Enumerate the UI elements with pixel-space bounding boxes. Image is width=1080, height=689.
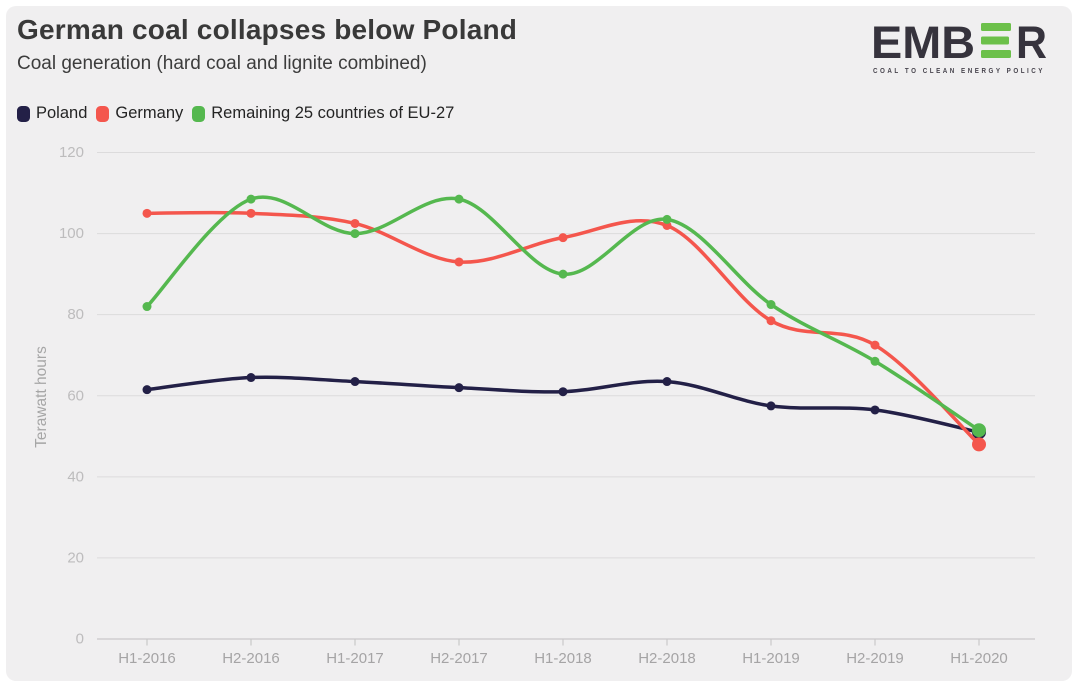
chart-card xyxy=(6,6,1072,681)
y-axis-title: Terawatt hours xyxy=(33,346,50,448)
series-dot-germany-h2-2016[interactable] xyxy=(246,208,256,218)
ember-logo-graphic: EMB R COAL TO CLEAN ENERGY POLICY xyxy=(871,17,1047,75)
series-dot-remaining-25-countries-of-eu-27-h1-2017[interactable] xyxy=(350,229,360,239)
series-dot-germany-h1-2017[interactable] xyxy=(350,218,360,228)
x-tick-label-h2-2017: H2-2017 xyxy=(430,650,488,667)
logo-green-e-icon xyxy=(981,23,1011,58)
y-tick-label-100: 100 xyxy=(59,225,84,242)
y-tick-label-40: 40 xyxy=(67,468,84,485)
logo-text-emb: EMB xyxy=(871,20,975,68)
series-line-poland[interactable] xyxy=(145,375,981,434)
x-tick-label-h1-2018: H1-2018 xyxy=(534,650,592,667)
series-dot-poland-h1-2016[interactable] xyxy=(142,385,152,395)
logo-tagline: COAL TO CLEAN ENERGY POLICY xyxy=(873,66,1045,75)
chart-header: German coal collapses below Poland Coal … xyxy=(17,14,517,75)
chart-subtitle: Coal generation (hard coal and lignite c… xyxy=(17,53,427,75)
x-tick-label-h2-2016: H2-2016 xyxy=(222,650,280,667)
series-dot-poland-h2-2016[interactable] xyxy=(246,373,256,383)
legend-swatch-poland xyxy=(17,105,30,122)
legend: Poland Germany Remaining 25 countries of… xyxy=(17,104,454,123)
legend-item-germany[interactable]: Germany xyxy=(96,104,183,123)
y-tick-label-0: 0 xyxy=(76,631,84,648)
series-dot-poland-h1-2019[interactable] xyxy=(766,401,776,411)
series-dot-germany-h1-2020[interactable] xyxy=(972,437,986,452)
series-dot-remaining-25-countries-of-eu-27-h1-2016[interactable] xyxy=(142,302,152,312)
series-dot-remaining-25-countries-of-eu-27-h1-2019[interactable] xyxy=(766,300,776,310)
y-tick-label-20: 20 xyxy=(67,549,84,566)
x-tick-label-h1-2020: H1-2020 xyxy=(950,650,1008,667)
x-tick-label-h2-2018: H2-2018 xyxy=(638,650,696,667)
legend-item-eu25[interactable]: Remaining 25 countries of EU-27 xyxy=(192,104,454,123)
series-dot-remaining-25-countries-of-eu-27-h2-2019[interactable] xyxy=(870,356,880,366)
x-tick-label-h1-2016: H1-2016 xyxy=(118,650,176,667)
series-dot-remaining-25-countries-of-eu-27-h1-2020[interactable] xyxy=(972,423,986,438)
series-dot-poland-h1-2017[interactable] xyxy=(350,377,360,387)
series-dot-remaining-25-countries-of-eu-27-h2-2018[interactable] xyxy=(662,214,672,224)
series-dot-remaining-25-countries-of-eu-27-h2-2017[interactable] xyxy=(454,194,464,204)
series-dot-germany-h1-2018[interactable] xyxy=(558,233,568,243)
series-dot-remaining-25-countries-of-eu-27-h1-2018[interactable] xyxy=(558,269,568,279)
series-dot-germany-h1-2016[interactable] xyxy=(142,208,152,218)
series-dot-poland-h2-2019[interactable] xyxy=(870,405,880,415)
logo-text-r: R xyxy=(1016,20,1047,68)
series-line-germany[interactable] xyxy=(145,210,981,447)
series-dot-poland-h1-2018[interactable] xyxy=(558,387,568,397)
x-tick-label-h1-2019: H1-2019 xyxy=(742,650,800,667)
series-dot-poland-h2-2018[interactable] xyxy=(662,377,672,387)
legend-label-poland: Poland xyxy=(36,104,88,122)
chart-title: German coal collapses below Poland xyxy=(17,14,518,45)
series-dot-germany-h2-2017[interactable] xyxy=(454,257,464,267)
y-tick-label-120: 120 xyxy=(59,144,84,161)
legend-swatch-eu25 xyxy=(192,105,206,122)
legend-label-germany: Germany xyxy=(115,104,184,122)
y-tick-label-80: 80 xyxy=(67,306,84,323)
y-tick-label-60: 60 xyxy=(67,387,84,404)
x-tick-label-h1-2017: H1-2017 xyxy=(326,650,384,667)
series-dot-remaining-25-countries-of-eu-27-h2-2016[interactable] xyxy=(246,194,256,204)
series-dot-poland-h2-2017[interactable] xyxy=(454,383,464,393)
series-dot-germany-h1-2019[interactable] xyxy=(766,316,776,326)
series-dot-germany-h2-2019[interactable] xyxy=(870,340,880,350)
legend-swatch-germany xyxy=(96,105,110,122)
x-tick-label-h2-2019: H2-2019 xyxy=(846,650,904,667)
legend-item-poland[interactable]: Poland xyxy=(17,104,87,123)
legend-label-eu25: Remaining 25 countries of EU-27 xyxy=(211,104,455,122)
ember-logo: EMB R COAL TO CLEAN ENERGY POLICY xyxy=(871,17,1063,83)
